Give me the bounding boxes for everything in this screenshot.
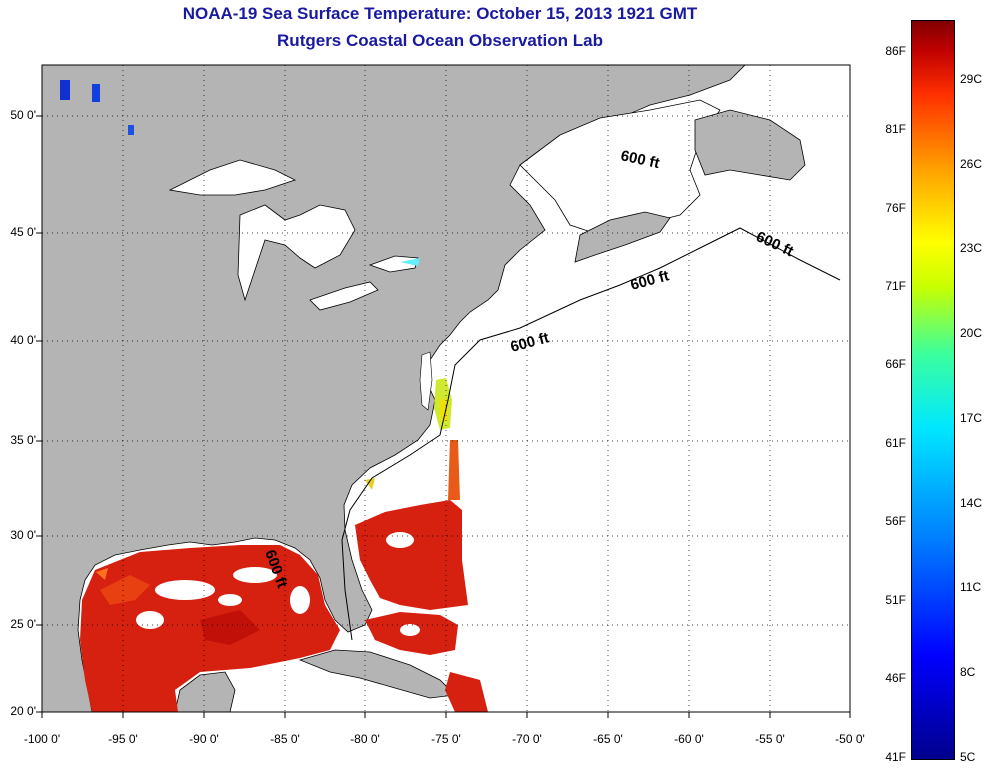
colorbar-f-label: 51F [885,593,906,607]
lat-label: 40 0' [10,333,36,347]
colorbar-f-label: 41F [885,750,906,764]
lat-label: 45 0' [10,225,36,239]
lon-label: -65 0' [593,732,623,746]
lon-label: -100 0' [23,732,61,746]
chesapeake-bay [419,351,433,411]
lake-erie [309,281,379,311]
lat-label: 35 0' [10,433,36,447]
land-nova-scotia [574,211,671,263]
land-north-america [42,65,746,712]
lake-superior [168,159,297,196]
isobath-600ft [341,227,841,641]
lake-michigan-huron [237,204,356,302]
colorbar-c-label: 8C [960,665,976,679]
lat-label: 25 0' [10,617,36,631]
colorbar-c-label: 14C [960,496,983,510]
colorbar-c-label: 17C [960,411,983,425]
sst-cool-north [60,80,420,266]
sst-gulf-of-mexico [80,545,340,712]
colorbar-c-label: 29C [960,72,983,86]
colorbar-c-label: 11C [960,580,982,594]
lon-label: -95 0' [108,732,138,746]
sst-cape-hatteras [434,378,452,430]
colorbar-f-label: 86F [885,44,906,58]
map-title: NOAA-19 Sea Surface Temperature: October… [182,4,698,23]
colorbar-f-label: 56F [885,514,906,528]
lon-label: -55 0' [755,732,785,746]
axis-ticks [36,115,851,718]
land-newfoundland [694,109,806,181]
colorbar-f-label: 61F [885,436,906,450]
colorbar-c-label: 23C [960,241,983,255]
colorbar-c-label: 20C [960,326,983,340]
lat-label: 20 0' [10,704,36,718]
temperature-colorbar [911,20,955,760]
land-yucatan [174,671,236,712]
lat-label: 30 0' [10,528,36,542]
lon-label: -50 0' [835,732,865,746]
colorbar-f-label: 81F [885,122,906,136]
colorbar-c-label: 5C [960,750,976,764]
colorbar-f-label: 71F [885,279,906,293]
lon-label: -60 0' [674,732,704,746]
lon-label: -75 0' [431,732,461,746]
colorbar-f-label: 66F [885,357,906,371]
lat-label: 50 0' [10,108,36,122]
gulf-st-lawrence [519,99,721,236]
lon-label: -70 0' [512,732,542,746]
colorbar-f-label: 76F [885,201,906,215]
lon-label: -80 0' [350,732,380,746]
colorbar-c-label: 26C [960,157,983,171]
lon-label: -85 0' [270,732,300,746]
map-subtitle: Rutgers Coastal Ocean Observation Lab [277,31,603,50]
lon-label: -90 0' [189,732,219,746]
colorbar-f-label: 46F [885,671,906,685]
